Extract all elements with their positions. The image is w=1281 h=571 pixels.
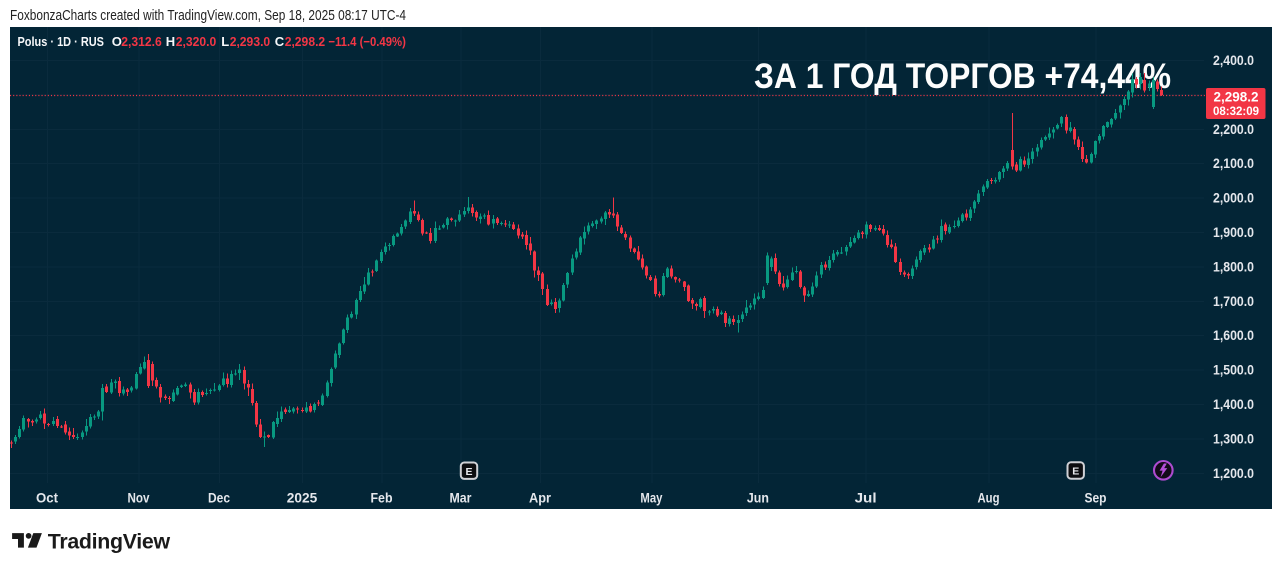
svg-text:2,000.0: 2,000.0 bbox=[1213, 190, 1254, 206]
svg-text:Feb: Feb bbox=[371, 490, 393, 506]
svg-text:1,700.0: 1,700.0 bbox=[1213, 293, 1254, 309]
svg-text:2,400.0: 2,400.0 bbox=[1213, 52, 1254, 68]
svg-text:C: C bbox=[275, 34, 285, 49]
svg-text:E: E bbox=[1072, 466, 1079, 478]
svg-text:Oct: Oct bbox=[36, 490, 58, 506]
svg-text:2,312.6: 2,312.6 bbox=[121, 34, 162, 49]
svg-text:1,500.0: 1,500.0 bbox=[1213, 362, 1254, 378]
svg-text:E: E bbox=[465, 466, 472, 478]
svg-text:Nov: Nov bbox=[128, 490, 150, 506]
svg-text:May: May bbox=[640, 490, 662, 506]
svg-text:−11.4 (−0.49%): −11.4 (−0.49%) bbox=[328, 34, 406, 49]
svg-text:2025: 2025 bbox=[287, 490, 318, 506]
svg-text:08:32:09: 08:32:09 bbox=[1213, 106, 1259, 118]
svg-text:Dec: Dec bbox=[208, 490, 230, 506]
svg-text:Polus · 1D · RUS: Polus · 1D · RUS bbox=[18, 34, 105, 49]
svg-text:2,200.0: 2,200.0 bbox=[1213, 121, 1254, 137]
svg-text:1,600.0: 1,600.0 bbox=[1213, 327, 1254, 343]
svg-text:H: H bbox=[166, 34, 175, 49]
svg-text:Mar: Mar bbox=[450, 490, 472, 506]
svg-text:Jul: Jul bbox=[855, 490, 877, 506]
svg-text:2,298.2: 2,298.2 bbox=[1213, 89, 1258, 104]
svg-text:Aug: Aug bbox=[978, 490, 1000, 506]
svg-text:1,200.0: 1,200.0 bbox=[1213, 465, 1254, 481]
svg-text:O: O bbox=[112, 34, 122, 49]
svg-text:L: L bbox=[221, 34, 229, 49]
svg-text:1,800.0: 1,800.0 bbox=[1213, 259, 1254, 275]
svg-text:Apr: Apr bbox=[529, 490, 551, 506]
svg-text:Sep: Sep bbox=[1085, 490, 1107, 506]
svg-text:2,100.0: 2,100.0 bbox=[1213, 155, 1254, 171]
svg-text:Jun: Jun bbox=[747, 490, 769, 506]
svg-text:1,400.0: 1,400.0 bbox=[1213, 396, 1254, 412]
svg-text:2,320.0: 2,320.0 bbox=[176, 34, 217, 49]
svg-text:2,298.2: 2,298.2 bbox=[285, 34, 326, 49]
svg-text:2,293.0: 2,293.0 bbox=[230, 34, 271, 49]
svg-text:ЗА 1 ГОД ТОРГОВ +74,44%: ЗА 1 ГОД ТОРГОВ +74,44% bbox=[754, 57, 1171, 96]
svg-text:FoxbonzaCharts created with Tr: FoxbonzaCharts created with TradingView.… bbox=[10, 7, 406, 24]
svg-text:1,900.0: 1,900.0 bbox=[1213, 224, 1254, 240]
svg-text:TradingView: TradingView bbox=[48, 530, 171, 553]
svg-text:1,300.0: 1,300.0 bbox=[1213, 431, 1254, 447]
